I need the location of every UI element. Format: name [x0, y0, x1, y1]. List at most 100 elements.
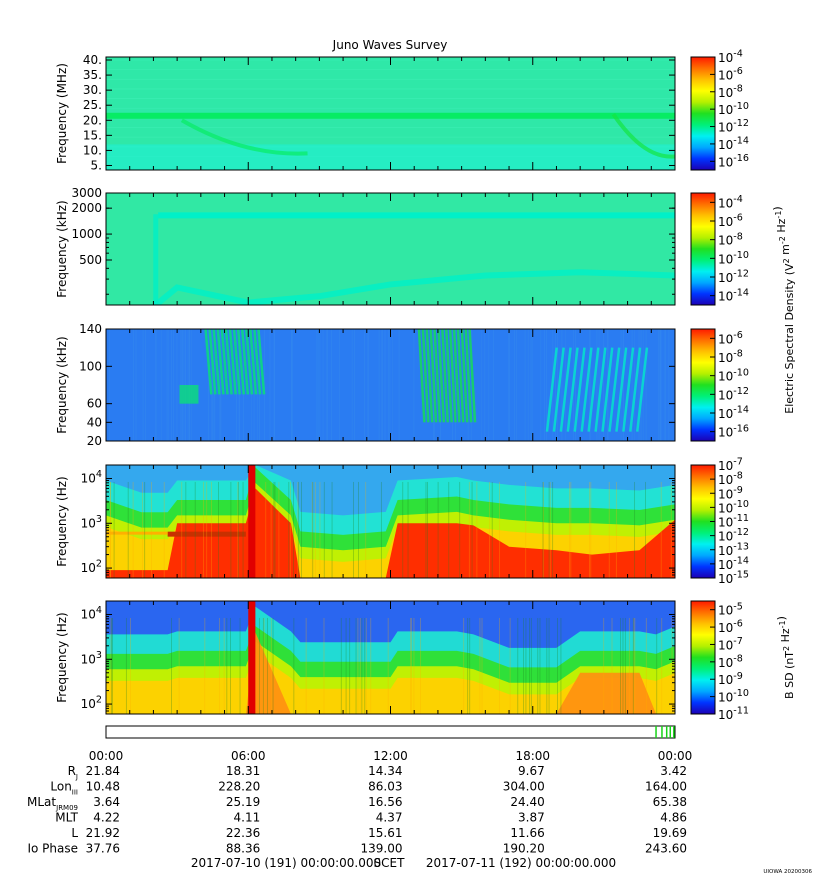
panel-5-image [106, 601, 675, 714]
ytick-label: 5. [91, 158, 102, 172]
noise-streak [448, 482, 449, 578]
strip-frame [106, 726, 675, 738]
noise-streak [112, 618, 113, 714]
noise-streak [620, 618, 621, 714]
noise-streak [136, 329, 137, 441]
panel-1-image [106, 57, 675, 170]
ephemeris-label: LonIII [50, 780, 78, 797]
noise-streak [240, 618, 241, 714]
noise-streak [109, 329, 110, 441]
noise-streak [549, 618, 550, 714]
ephemeris-value: 164.00 [645, 780, 687, 794]
ephemeris-value: 4.11 [234, 811, 261, 825]
noise-streak [293, 482, 294, 578]
noise-streak [557, 618, 558, 714]
noise-streak [356, 618, 357, 714]
ytick-label: 40 [87, 415, 102, 429]
noise-streak [603, 618, 604, 714]
ephemeris-value: 22.36 [226, 826, 260, 840]
noise-streak [259, 618, 260, 714]
colorbar-tick-label: 10-4 [718, 194, 743, 210]
ephemeris-value: 25.19 [226, 795, 260, 809]
noise-streak [279, 482, 280, 578]
noise-streak [208, 329, 209, 441]
emission-band [106, 113, 675, 119]
ephemeris-value: 9.67 [518, 764, 545, 778]
noise-streak [482, 618, 483, 714]
noise-streak [550, 482, 551, 578]
noise-streak [645, 482, 646, 578]
noise-streak [365, 482, 366, 578]
ephemeris-value: 14.34 [368, 764, 402, 778]
noise-streak [664, 329, 665, 441]
noise-streak [346, 618, 347, 714]
ephemeris-value: 304.00 [503, 780, 545, 794]
footer-scet: SCET [374, 856, 406, 870]
noise-streak [366, 618, 367, 714]
noise-streak [669, 329, 670, 441]
noise-streak [352, 329, 353, 441]
noise-streak [293, 618, 294, 714]
noise-streak [634, 482, 635, 578]
noise-streak [179, 618, 180, 714]
time-label: 12:00 [373, 749, 408, 763]
noise-streak [203, 482, 204, 578]
noise-streak [211, 482, 212, 578]
ephemeris-value: 86.03 [368, 780, 402, 794]
colorbar-tick-label: 10-8 [718, 653, 743, 669]
noise-streak [516, 329, 517, 441]
noise-streak [499, 482, 500, 578]
noise-streak [517, 618, 518, 714]
noise-streak [633, 618, 634, 714]
noise-streak [151, 482, 152, 578]
noise-streak [659, 329, 660, 441]
noise-streak [324, 482, 325, 578]
time-label: 00:00 [658, 749, 693, 763]
noise-streak [324, 618, 325, 714]
event-strip [106, 726, 675, 738]
colorbar-tick-label: 10-10 [718, 688, 749, 704]
noise-streak [319, 329, 320, 441]
noise-streak [661, 482, 662, 578]
noise-streak [263, 618, 264, 714]
noise-streak [219, 618, 220, 714]
noise-streak [332, 482, 333, 578]
ytick-label: 35. [83, 68, 102, 82]
spike-column [248, 601, 255, 714]
noise-streak [323, 329, 324, 441]
noise-streak [114, 482, 115, 578]
noise-streak [399, 329, 400, 441]
colorbar-tick-label: 10-6 [718, 330, 743, 346]
ephemeris-label: Io Phase [27, 842, 78, 856]
noise-streak [414, 618, 415, 714]
noise-streak [510, 618, 511, 714]
noise-streak [301, 482, 302, 578]
noise-streak [609, 482, 610, 578]
noise-streak [469, 482, 470, 578]
panel-3-image [106, 329, 675, 441]
noise-streak [509, 329, 510, 441]
noise-streak [532, 329, 533, 441]
colorbar-tick-label: 10-12 [718, 118, 749, 134]
ytick-label: 104 [81, 605, 102, 621]
noise-streak [388, 329, 389, 441]
watermark: UIOWA 20200306 [763, 869, 812, 875]
noise-streak [206, 482, 207, 578]
noise-streak [402, 482, 403, 578]
noise-streak [392, 329, 393, 441]
noise-streak [204, 618, 205, 714]
noise-streak [171, 618, 172, 714]
noise-streak [410, 618, 411, 714]
noise-streak [625, 618, 626, 714]
ytick-label: 102 [81, 695, 102, 711]
colorbar-tick-label: 10-12 [718, 386, 749, 402]
emission-band [158, 212, 675, 218]
ephemeris-value: 16.56 [368, 795, 402, 809]
ephemeris-value: 21.92 [86, 826, 120, 840]
footer-end-time: 2017-07-11 (192) 00:00:00.000 [426, 856, 616, 870]
noise-streak [270, 329, 271, 441]
ytick-label: 104 [81, 469, 102, 485]
noise-streak [438, 482, 439, 578]
colorbar-tick-label: 10-16 [718, 153, 749, 169]
ytick-label: 15. [83, 128, 102, 142]
